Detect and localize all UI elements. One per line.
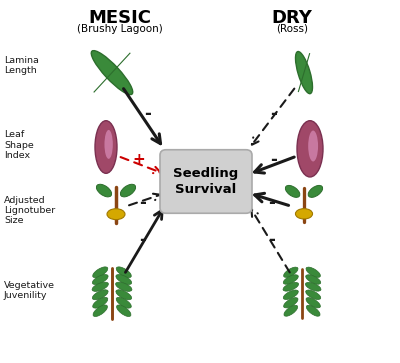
- Ellipse shape: [92, 274, 108, 285]
- Ellipse shape: [116, 267, 131, 278]
- Ellipse shape: [283, 282, 298, 291]
- Ellipse shape: [306, 267, 320, 277]
- FancyArrowPatch shape: [252, 89, 294, 145]
- Ellipse shape: [284, 267, 298, 277]
- Ellipse shape: [116, 282, 132, 291]
- FancyArrowPatch shape: [126, 210, 162, 272]
- Ellipse shape: [306, 305, 320, 316]
- Ellipse shape: [283, 275, 298, 284]
- Text: Adjusted
Lignotuber
Size: Adjusted Lignotuber Size: [4, 196, 55, 225]
- Ellipse shape: [306, 275, 321, 284]
- Ellipse shape: [95, 121, 117, 174]
- Ellipse shape: [91, 50, 133, 95]
- Ellipse shape: [116, 290, 132, 300]
- Ellipse shape: [96, 184, 112, 197]
- Text: -: -: [270, 151, 277, 170]
- Ellipse shape: [306, 282, 321, 291]
- Text: Leaf
Shape
Index: Leaf Shape Index: [4, 130, 34, 160]
- FancyArrowPatch shape: [120, 157, 160, 173]
- Text: DRY: DRY: [272, 9, 312, 27]
- Ellipse shape: [107, 209, 125, 220]
- Ellipse shape: [93, 305, 108, 317]
- Text: -: -: [139, 231, 146, 249]
- Ellipse shape: [104, 130, 113, 159]
- Ellipse shape: [284, 298, 298, 308]
- Ellipse shape: [116, 305, 131, 317]
- FancyArrowPatch shape: [255, 193, 288, 205]
- Text: +: +: [133, 152, 146, 167]
- Text: -: -: [268, 194, 275, 212]
- Ellipse shape: [93, 297, 108, 308]
- Ellipse shape: [92, 282, 108, 291]
- Text: (Brushy Lagoon): (Brushy Lagoon): [77, 24, 163, 34]
- FancyBboxPatch shape: [160, 150, 252, 213]
- Text: Vegetative
Juvenility: Vegetative Juvenility: [4, 281, 55, 300]
- Ellipse shape: [297, 121, 323, 177]
- Text: -: -: [270, 105, 278, 123]
- Ellipse shape: [93, 267, 108, 278]
- FancyArrowPatch shape: [124, 89, 160, 144]
- FancyArrowPatch shape: [254, 157, 294, 173]
- Text: -: -: [139, 194, 146, 212]
- Text: Lamina
Length: Lamina Length: [4, 56, 39, 75]
- Text: -: -: [144, 105, 152, 123]
- Text: (Ross): (Ross): [276, 24, 308, 34]
- Text: Seedling: Seedling: [173, 167, 239, 180]
- Ellipse shape: [116, 297, 131, 308]
- FancyArrowPatch shape: [252, 209, 290, 272]
- Ellipse shape: [296, 209, 312, 219]
- Text: -: -: [268, 231, 276, 249]
- Text: MESIC: MESIC: [88, 9, 152, 27]
- Ellipse shape: [306, 290, 321, 299]
- Ellipse shape: [92, 290, 108, 300]
- Ellipse shape: [116, 274, 132, 285]
- FancyArrowPatch shape: [129, 194, 160, 205]
- Ellipse shape: [296, 52, 312, 94]
- Ellipse shape: [285, 185, 300, 197]
- Text: Survival: Survival: [175, 183, 237, 196]
- Ellipse shape: [308, 185, 323, 197]
- Ellipse shape: [308, 131, 318, 162]
- Ellipse shape: [306, 298, 320, 308]
- Ellipse shape: [284, 305, 298, 316]
- Ellipse shape: [283, 290, 298, 299]
- Ellipse shape: [120, 184, 136, 197]
